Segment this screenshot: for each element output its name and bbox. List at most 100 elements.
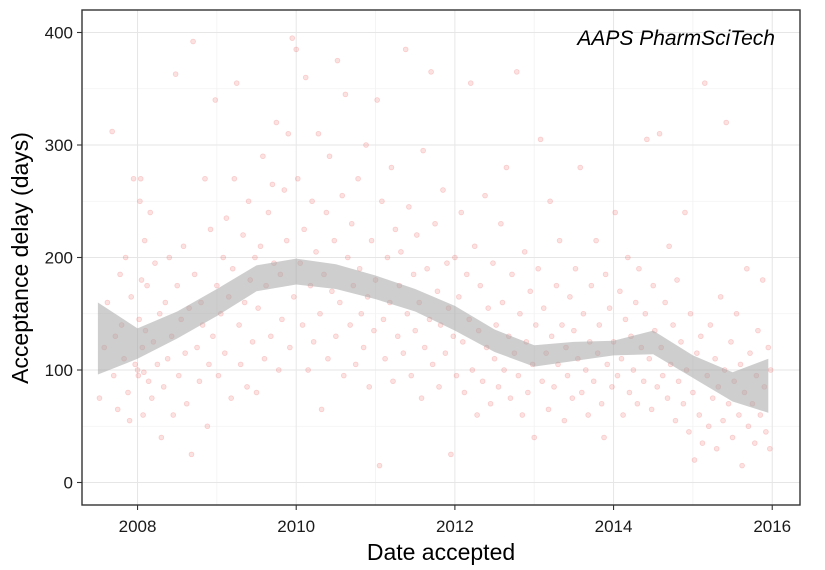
data-point — [182, 350, 188, 356]
data-point — [309, 198, 315, 205]
data-point — [301, 226, 307, 233]
data-point — [104, 299, 111, 306]
x-axis-ticks: 2008 2010 2012 2014 2016 — [119, 505, 791, 536]
data-point — [539, 378, 545, 385]
data-point — [759, 277, 766, 283]
data-point — [196, 378, 203, 385]
data-point — [723, 119, 730, 126]
data-point — [644, 136, 650, 143]
data-point — [491, 355, 498, 362]
data-point — [596, 322, 603, 328]
data-point — [609, 384, 615, 390]
data-point — [664, 395, 671, 401]
data-point — [358, 310, 365, 317]
data-point — [705, 423, 712, 430]
data-point — [503, 164, 510, 171]
data-point — [283, 237, 290, 244]
data-point — [747, 350, 753, 356]
data-point — [767, 367, 774, 373]
data-point — [249, 339, 256, 345]
data-point — [240, 232, 246, 238]
data-point — [152, 260, 158, 266]
data-point — [237, 361, 244, 368]
data-point — [160, 384, 167, 390]
data-point — [244, 384, 250, 390]
data-points — [96, 35, 774, 469]
data-point — [388, 164, 395, 171]
data-point — [294, 175, 301, 182]
data-point — [418, 395, 425, 401]
y-tick-label: 100 — [45, 361, 73, 380]
data-point — [690, 389, 696, 396]
data-point — [400, 350, 407, 356]
data-point — [493, 322, 499, 328]
data-point — [648, 406, 655, 413]
data-point — [519, 412, 526, 418]
data-point — [130, 175, 137, 182]
data-point — [110, 372, 117, 379]
data-point — [521, 249, 528, 255]
data-point — [348, 220, 355, 227]
data-point — [329, 288, 335, 295]
data-point — [517, 310, 523, 317]
data-point — [233, 80, 240, 86]
data-point — [202, 175, 208, 182]
data-point — [380, 316, 387, 323]
data-point — [331, 237, 338, 244]
data-point — [125, 389, 131, 396]
data-point — [145, 378, 152, 385]
data-point — [646, 355, 653, 362]
data-point — [698, 333, 704, 340]
data-point — [585, 412, 591, 418]
data-point — [712, 355, 718, 362]
data-point — [128, 294, 134, 300]
data-point — [326, 153, 333, 160]
data-point — [640, 378, 647, 385]
data-point — [501, 367, 507, 373]
data-point — [634, 400, 641, 407]
data-point — [535, 265, 541, 272]
data-point — [212, 97, 219, 103]
data-point — [666, 243, 672, 250]
data-point — [194, 344, 200, 351]
data-point — [279, 316, 285, 323]
data-point — [670, 322, 676, 328]
data-point — [414, 232, 420, 238]
data-point — [275, 367, 282, 373]
data-point — [452, 254, 458, 261]
data-point — [567, 294, 573, 300]
data-point — [744, 265, 750, 272]
data-point — [355, 175, 361, 182]
data-point — [642, 310, 649, 317]
data-point — [691, 457, 698, 463]
data-point — [614, 372, 621, 379]
data-point — [281, 187, 288, 193]
data-point — [745, 423, 752, 430]
data-point — [149, 395, 155, 401]
data-point — [96, 395, 103, 401]
data-point — [154, 361, 161, 368]
x-tick-label: 2008 — [119, 517, 157, 536]
data-point — [728, 339, 734, 345]
data-point — [654, 384, 660, 390]
data-point — [482, 192, 488, 199]
data-point — [739, 462, 745, 469]
data-point — [495, 384, 502, 390]
data-point — [253, 389, 260, 396]
data-point — [392, 226, 399, 233]
data-point — [137, 198, 143, 205]
data-point — [356, 265, 363, 272]
chart-annotation: AAPS PharmSciTech — [575, 27, 775, 50]
data-point — [269, 181, 276, 188]
data-point — [170, 412, 177, 418]
data-point — [135, 372, 142, 379]
data-point — [429, 361, 436, 368]
data-point — [117, 271, 123, 278]
data-point — [140, 412, 146, 418]
data-point — [313, 249, 319, 255]
data-point — [420, 147, 426, 154]
data-point — [215, 372, 222, 379]
data-point — [617, 288, 623, 295]
data-point — [376, 462, 383, 469]
